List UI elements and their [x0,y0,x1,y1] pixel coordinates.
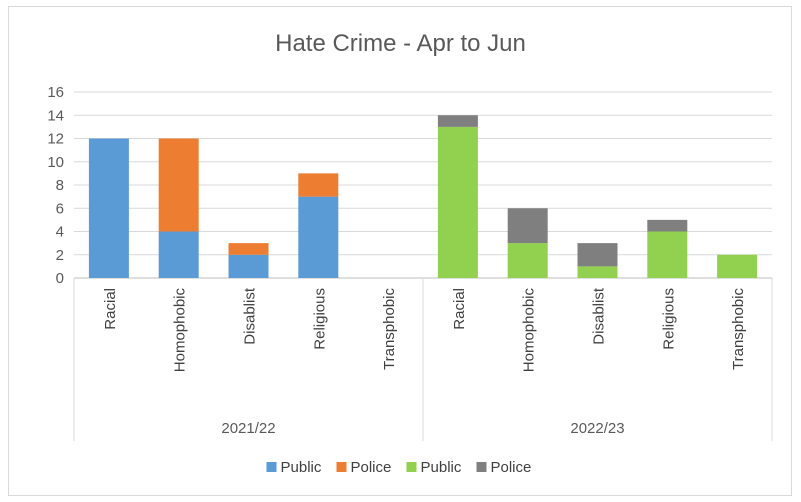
bar [577,266,618,278]
bar [298,196,339,278]
x-category-label: Homophobic [521,288,538,373]
x-category-label: Racial [102,288,119,330]
x-category-label: Religious [660,288,677,350]
x-group-label: 2022/23 [570,420,624,437]
bar [228,243,269,255]
x-category-label: Disablist [591,287,608,345]
bar [717,254,758,278]
x-group-label: 2021/22 [221,420,275,437]
bar [437,115,478,127]
bar [647,219,688,232]
legend-label: Public [421,459,462,476]
legend-swatch [406,462,417,472]
bar [507,243,548,278]
bar [437,126,478,278]
bar [88,138,129,278]
legend-label: Police [351,459,392,476]
legend-swatch [336,462,347,472]
bar [228,254,269,278]
legend-label: Public [281,459,322,476]
y-tick-label: 12 [47,131,64,148]
bar [507,208,548,244]
x-category-label: Religious [311,288,328,350]
legend-swatch [266,462,277,472]
y-tick-label: 8 [56,177,64,194]
y-tick-label: 6 [56,200,64,217]
y-tick-label: 14 [47,107,64,124]
x-category-label: Disablist [242,287,259,345]
bar [577,243,618,267]
x-category-label: Transphobic [381,288,398,370]
legend-swatch [476,462,487,472]
x-category-label: Homophobic [172,288,189,373]
x-category-label: Transphobic [730,288,747,370]
y-tick-label: 2 [56,247,64,264]
bar [298,173,339,197]
y-tick-label: 0 [56,270,64,287]
chart-title: Hate Crime - Apr to Jun [275,30,526,57]
legend-label: Police [491,459,532,476]
bar [647,231,688,278]
bar [158,231,199,278]
y-tick-label: 10 [47,154,64,171]
x-category-label: Racial [451,288,468,330]
y-tick-label: 16 [47,84,64,101]
y-tick-label: 4 [56,224,64,241]
bar [158,138,199,232]
